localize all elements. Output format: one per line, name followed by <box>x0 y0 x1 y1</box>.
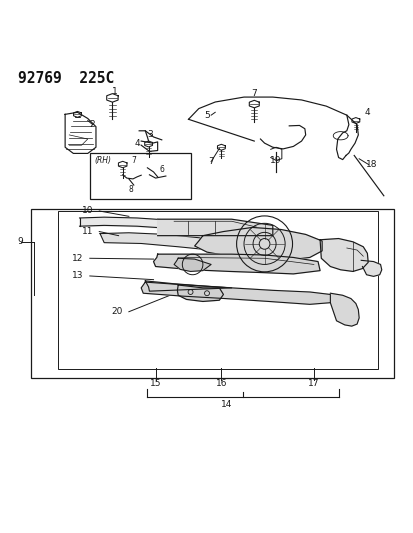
Text: 20: 20 <box>111 307 122 316</box>
Text: 14: 14 <box>221 400 232 409</box>
Polygon shape <box>319 239 367 271</box>
Polygon shape <box>194 228 321 260</box>
Text: 7: 7 <box>207 157 213 166</box>
Bar <box>57 211 377 369</box>
Text: 1: 1 <box>112 87 117 96</box>
Text: 16: 16 <box>215 379 227 388</box>
Text: 12: 12 <box>72 254 83 263</box>
Text: 18: 18 <box>365 160 377 169</box>
Text: 13: 13 <box>72 271 83 280</box>
Polygon shape <box>330 293 358 326</box>
Bar <box>90 154 190 199</box>
Polygon shape <box>174 259 211 271</box>
Polygon shape <box>100 233 215 250</box>
Text: 4: 4 <box>363 108 369 117</box>
Text: 6: 6 <box>159 165 164 174</box>
Text: 4: 4 <box>135 139 140 148</box>
Text: (RH): (RH) <box>94 156 111 165</box>
Polygon shape <box>153 254 319 274</box>
Bar <box>31 209 393 377</box>
Text: 3: 3 <box>147 130 153 139</box>
Text: 10: 10 <box>82 206 94 215</box>
Polygon shape <box>145 281 231 291</box>
Text: 9: 9 <box>17 237 23 246</box>
Text: 19: 19 <box>270 156 281 165</box>
Text: 7: 7 <box>131 156 135 165</box>
Polygon shape <box>360 260 381 277</box>
Text: 5: 5 <box>204 111 209 120</box>
Text: 2: 2 <box>90 120 95 129</box>
Text: 92769  225C: 92769 225C <box>18 71 114 86</box>
Text: 17: 17 <box>307 379 319 388</box>
Text: 8: 8 <box>128 185 133 194</box>
Polygon shape <box>157 219 272 236</box>
Text: 7: 7 <box>251 90 256 98</box>
Text: 15: 15 <box>150 379 161 388</box>
Text: 11: 11 <box>82 227 94 236</box>
Polygon shape <box>177 285 223 302</box>
Polygon shape <box>141 282 330 304</box>
